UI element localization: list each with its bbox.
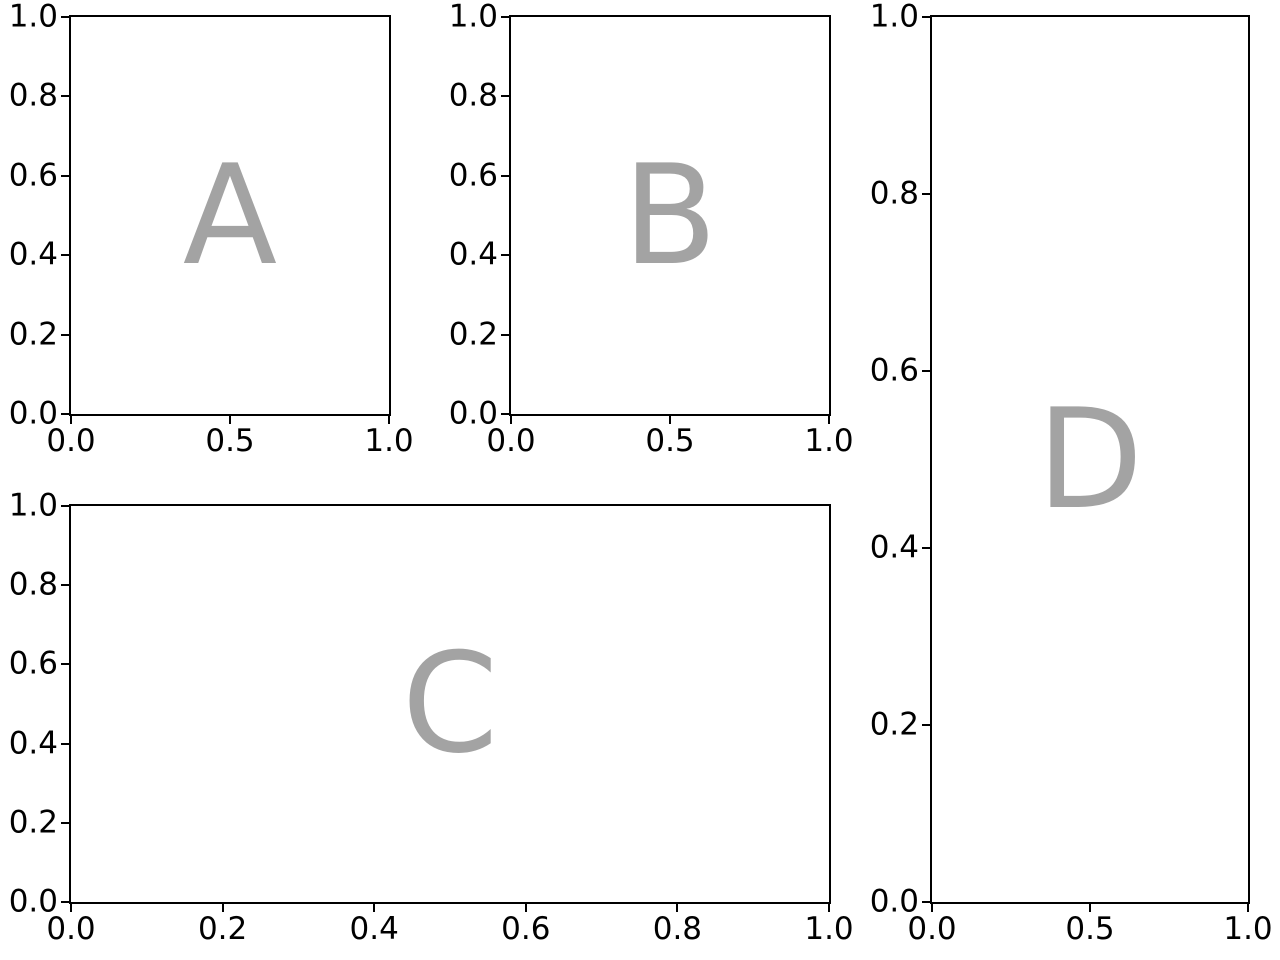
axes-b-y-tick-mark: [501, 16, 509, 18]
axes-b-y-tick-label: 0.2: [448, 316, 498, 353]
axes-b-x-tick-mark: [669, 416, 671, 424]
axes-d-y-tick-mark: [922, 370, 930, 372]
axes-a-x-tick-label: 0.0: [46, 423, 96, 459]
axes-a-y-tick-label: 1.0: [8, 0, 58, 35]
axes-d-y-tick-label: 1.0: [869, 0, 919, 35]
axes-b-y-tick-mark: [501, 413, 509, 415]
axes-b-x-tick-label: 1.0: [804, 423, 854, 459]
axes-a-y-tick-mark: [61, 95, 69, 98]
axes-d-x-tick-label: 1.0: [1223, 911, 1273, 947]
axes-d-y-tick-mark: [922, 901, 930, 903]
axes-c-y-tick-mark: [61, 901, 69, 903]
axes-c-x-tick-label: 0.8: [652, 911, 703, 947]
axes-a-y-tick-mark: [61, 254, 69, 257]
axes-a-y-tick-label: 0.2: [8, 316, 58, 353]
axes-b-x-tick-mark: [828, 416, 830, 424]
axes-a-x-tick-label: 0.5: [205, 423, 255, 459]
axes-c-x-tick-mark: [221, 904, 224, 912]
axes-d-y-tick-mark: [922, 193, 930, 195]
axes-d-x-tick-label: 0.5: [1065, 911, 1115, 947]
axes-d-y-tick-mark: [922, 547, 930, 549]
axes-b-x-tick-label: 0.5: [645, 423, 695, 459]
axes-c-y-tick-label: 0.8: [8, 566, 58, 603]
axes-c-x-tick-mark: [828, 904, 830, 912]
axes-b: B 0.0 0.5 1.0 0.0 0.2 0.4 0.6 0.8 1.0: [449, 1, 854, 457]
axes-a-y-tick-mark: [61, 413, 69, 415]
axes-b-y-tick-mark: [501, 333, 509, 336]
axes-c-y-tick-mark: [61, 505, 69, 507]
axes-a-x-tick-mark: [229, 416, 231, 424]
axes-c-x-tick-mark: [373, 904, 376, 912]
axes-b-y-tick-mark: [501, 174, 509, 177]
axes-d: D 0.0 0.5 1.0 0.0 0.2 0.4 0.6 0.8 1.0: [870, 1, 1273, 945]
axes-a-y-tick-mark: [61, 333, 69, 336]
axes-d-y-tick-mark: [922, 724, 930, 726]
axes-a-y-tick-label: 0.6: [8, 157, 58, 194]
axes-c-y-tick-mark: [61, 584, 69, 587]
axes-c-y-tick-label: 0.2: [8, 804, 58, 841]
axes-c-x-tick-mark: [70, 904, 72, 912]
axes-c-y-tick-label: 0.6: [8, 645, 58, 682]
axes-a-x-tick-mark: [388, 416, 390, 424]
axes-a: A 0.0 0.5 1.0 0.0 0.2 0.4 0.6 0.8 1.0: [9, 1, 414, 457]
axes-d-x-tick-label: 0.0: [907, 911, 957, 947]
axes-c-x-tick-label: 0.6: [501, 911, 551, 947]
axes-c-letter: C: [401, 623, 499, 784]
axes-a-x-tick-label: 1.0: [364, 423, 414, 459]
axes-c-x-tick-mark: [524, 904, 527, 912]
axes-a-y-tick-mark: [61, 174, 69, 177]
axes-d-x-tick-mark: [931, 904, 933, 912]
axes-b-y-tick-label: 0.6: [448, 157, 498, 194]
axes-a-y-tick-label: 0.0: [8, 395, 58, 432]
axes-b-y-tick-mark: [501, 254, 509, 257]
axes-c-y-tick-mark: [61, 663, 69, 666]
axes-b-y-tick-label: 0.4: [448, 236, 498, 273]
axes-d-x-tick-mark: [1089, 904, 1091, 912]
axes-b-letter: B: [622, 134, 718, 296]
axes-b-y-tick-label: 1.0: [448, 0, 498, 35]
axes-c-y-tick-label: 0.0: [8, 883, 58, 920]
axes-d-y-tick-label: 0.2: [869, 706, 919, 743]
axes-d-y-tick-label: 0.4: [869, 529, 919, 566]
axes-d-y-tick-label: 0.0: [869, 883, 919, 920]
axes-d-x-tick-mark: [1247, 904, 1249, 912]
axes-c-y-tick-label: 1.0: [8, 487, 58, 524]
axes-c: C 0.0 0.2 0.4 0.6 0.8 1.0 0.0 0.2 0.4 0.6 0.8 1.0: [9, 490, 854, 945]
axes-d-letter: D: [1036, 378, 1144, 540]
axes-d-y-tick-label: 0.8: [869, 175, 919, 212]
axes-b-x-tick-mark: [510, 416, 512, 424]
axes-a-letter: A: [182, 134, 278, 296]
axes-b-y-tick-label: 0.8: [448, 77, 498, 114]
axes-d-y-tick-label: 0.6: [869, 352, 919, 389]
axes-c-x-tick-label: 1.0: [804, 911, 854, 947]
axes-c-x-tick-label: 0.2: [197, 911, 248, 947]
axes-a-y-tick-mark: [61, 16, 69, 18]
axes-b-x-tick-label: 0.0: [486, 423, 536, 459]
axes-b-y-tick-label: 0.0: [448, 395, 498, 432]
axes-c-x-tick-mark: [676, 904, 679, 912]
axes-c-x-tick-label: 0.0: [46, 911, 96, 947]
axes-a-x-tick-mark: [70, 416, 72, 424]
axes-c-y-tick-label: 0.4: [8, 725, 58, 762]
axes-d-y-tick-mark: [922, 16, 930, 18]
axes-c-y-tick-mark: [61, 742, 69, 745]
axes-a-y-tick-label: 0.8: [8, 77, 58, 114]
axes-c-x-tick-label: 0.4: [349, 911, 399, 947]
axes-b-y-tick-mark: [501, 95, 509, 98]
axes-a-y-tick-label: 0.4: [8, 236, 58, 273]
axes-c-y-tick-mark: [61, 821, 69, 824]
